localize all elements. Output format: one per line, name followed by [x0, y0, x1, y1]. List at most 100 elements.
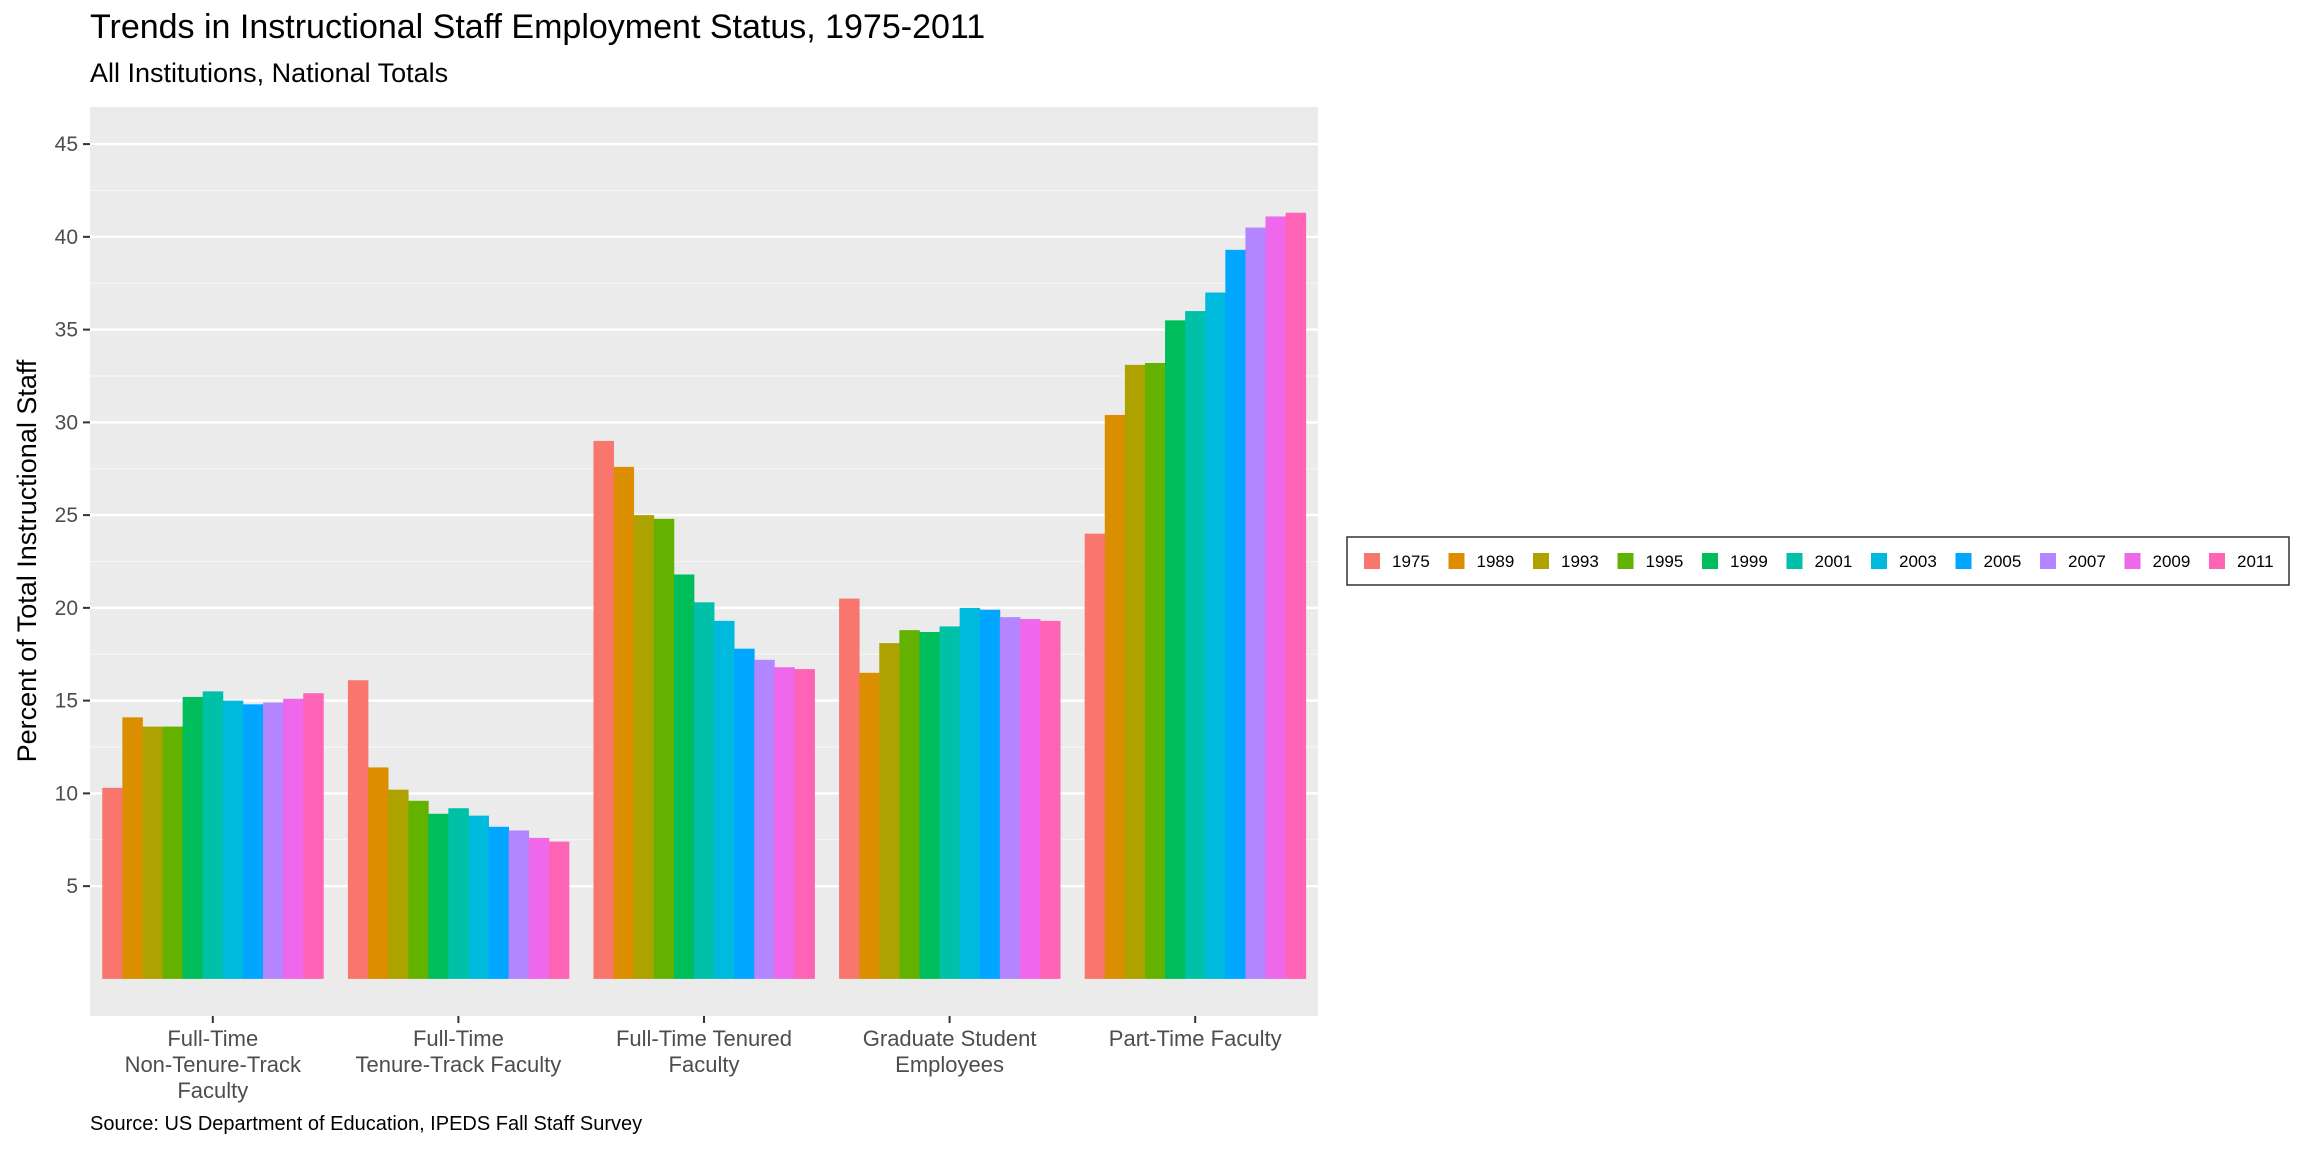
legend-key	[1702, 553, 1718, 569]
bar	[633, 515, 655, 979]
legend-key	[1364, 553, 1380, 569]
bar	[303, 693, 324, 979]
y-tick-label: 45	[55, 133, 78, 156]
bar	[528, 837, 550, 979]
bar	[222, 700, 244, 979]
bar	[1225, 249, 1246, 979]
legend-key	[1533, 553, 1549, 569]
bar	[182, 696, 204, 979]
bar	[1084, 533, 1106, 979]
bars	[102, 212, 1307, 979]
bar	[468, 815, 489, 979]
bar	[999, 617, 1021, 979]
bar	[142, 726, 163, 979]
legend-key	[1871, 553, 1887, 569]
bar	[508, 830, 530, 979]
legend-key	[1448, 553, 1465, 569]
bar	[1185, 311, 1206, 979]
bar	[1144, 363, 1166, 979]
bar	[408, 800, 429, 979]
bar	[1165, 320, 1186, 979]
bar	[1285, 212, 1307, 979]
bar	[162, 726, 184, 979]
bar	[428, 813, 449, 979]
bar	[879, 643, 900, 979]
legend-key	[1955, 553, 1972, 569]
bar	[613, 466, 635, 979]
legend-key	[2209, 553, 2225, 569]
chart-subtitle: All Institutions, National Totals	[90, 58, 449, 88]
y-tick-label: 40	[55, 226, 78, 249]
y-tick-label: 35	[55, 319, 78, 342]
x-tick-label: Graduate Student Employees	[863, 1026, 1037, 1077]
bar	[347, 680, 369, 979]
legend-key	[1617, 553, 1634, 569]
bar	[283, 698, 304, 979]
bar	[754, 659, 775, 979]
bar	[653, 518, 675, 979]
x-tick-label: Full-Time Tenure-Track Faculty	[355, 1026, 561, 1077]
bar	[839, 598, 860, 979]
legend-label: 1995	[1646, 552, 1684, 571]
bar	[388, 789, 409, 979]
y-tick-label: 10	[55, 782, 78, 805]
bar	[1019, 619, 1041, 979]
bar	[202, 691, 224, 979]
legend-label: 2003	[1899, 552, 1937, 571]
y-tick-label: 30	[55, 411, 78, 434]
chart-caption: Source: US Department of Education, IPED…	[90, 1113, 643, 1135]
bar	[448, 808, 469, 979]
bar	[102, 787, 123, 979]
chart-title: Trends in Instructional Staff Employment…	[90, 8, 986, 46]
y-tick-label: 25	[55, 504, 78, 527]
bar	[367, 767, 389, 979]
bar	[1104, 414, 1126, 979]
bar	[734, 648, 755, 979]
bar	[859, 672, 880, 979]
x-axis: Full-Time Non-Tenure-Track Faculty Full-Tim…	[125, 1016, 1282, 1103]
y-tick-label: 15	[55, 690, 78, 713]
bar	[242, 704, 264, 979]
x-tick-label: Full-Time Tenured Faculty	[616, 1026, 792, 1077]
legend-label: 2001	[1815, 552, 1853, 571]
bar	[122, 717, 143, 979]
bar	[979, 609, 1001, 979]
bar	[919, 631, 940, 979]
bar	[1040, 620, 1061, 979]
bar	[593, 440, 614, 979]
y-axis: 5 10 15 20 25 30 35 40 45	[55, 133, 90, 898]
bar	[1205, 292, 1226, 979]
bar	[488, 826, 510, 979]
legend-label: 2007	[2068, 552, 2106, 571]
bar	[939, 626, 961, 979]
legend: 1975 1989 1993 1995 1999 2001 2003 2005 2007 2009…	[1346, 536, 2290, 586]
x-tick-label: Full-Time Non-Tenure-Track Faculty	[125, 1026, 302, 1103]
bar	[899, 630, 920, 979]
bar	[263, 702, 284, 979]
legend-label: 2011	[2237, 552, 2274, 571]
bar	[693, 602, 715, 979]
bar	[959, 607, 981, 979]
legend-label: 2005	[1984, 552, 2022, 571]
legend-label: 2009	[2153, 552, 2191, 571]
bar	[1265, 216, 1287, 979]
bar	[774, 667, 795, 979]
bar	[714, 620, 735, 979]
bar	[794, 669, 815, 979]
legend-label: 1989	[1477, 552, 1515, 571]
legend-label: 1975	[1392, 552, 1430, 571]
y-tick-label: 5	[66, 875, 78, 898]
legend-label: 1993	[1561, 552, 1599, 571]
x-tick-label: Part-Time Faculty	[1109, 1026, 1282, 1051]
bar	[548, 841, 570, 979]
legend-key	[1786, 553, 1803, 569]
legend-label: 1999	[1730, 552, 1768, 571]
legend-key	[2040, 553, 2056, 569]
y-tick-label: 20	[55, 597, 78, 620]
bar	[1124, 364, 1146, 979]
legend-key	[2124, 553, 2141, 569]
bar	[673, 574, 695, 979]
bar	[1245, 227, 1266, 979]
y-axis-title: Percent of Total Instructional Staff	[12, 359, 42, 762]
